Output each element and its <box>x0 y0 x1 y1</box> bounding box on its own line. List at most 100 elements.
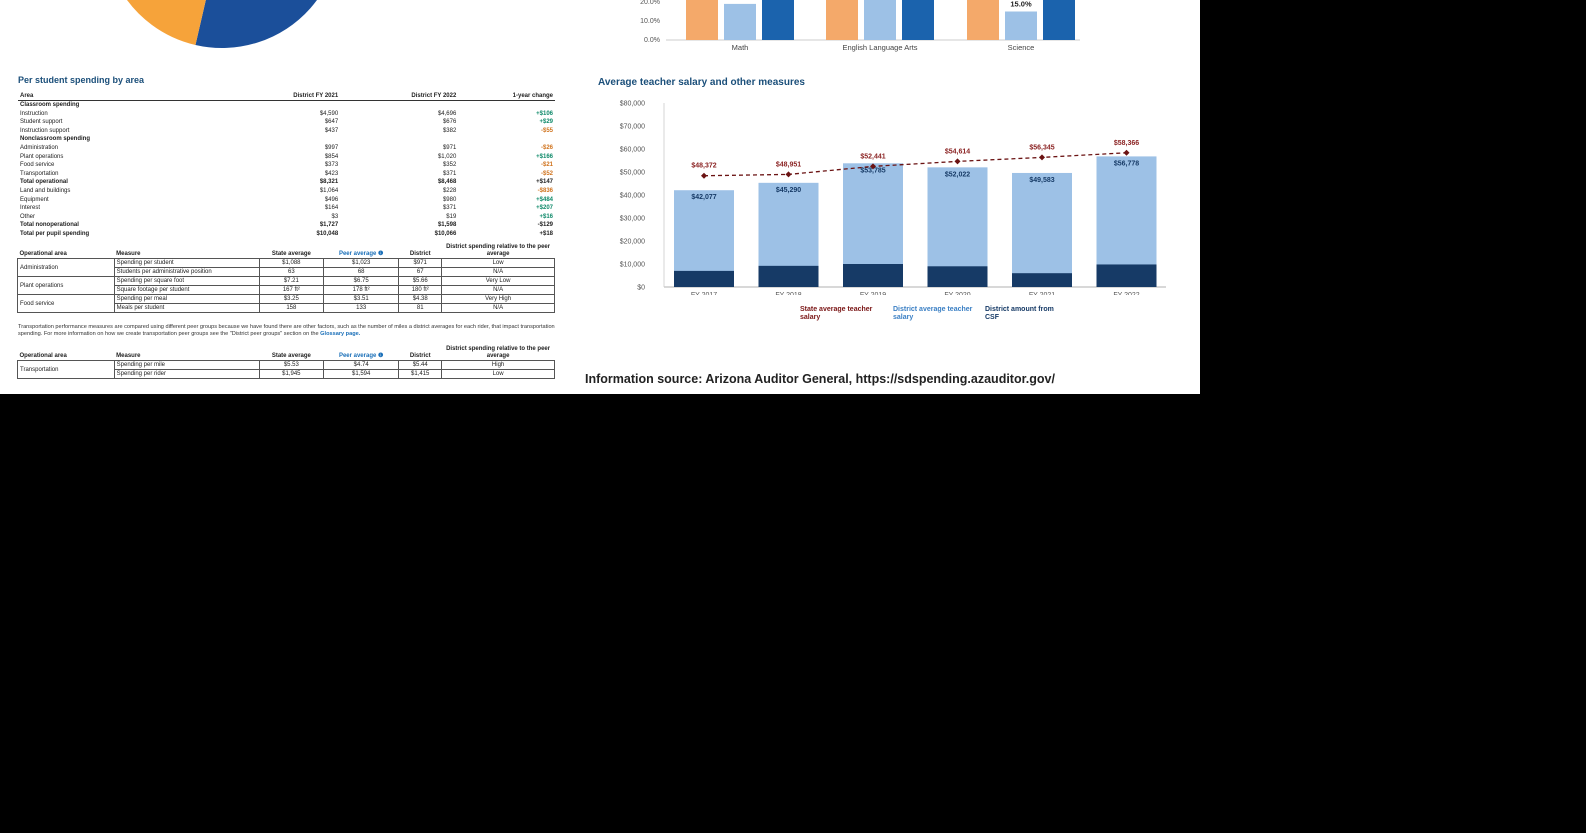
col-header: Operational area <box>19 353 67 359</box>
area-cell: Land and buildings <box>20 187 71 194</box>
change-cell: +$29 <box>539 119 553 126</box>
area-cell: Instruction <box>20 110 48 117</box>
fy22-cell: $382 <box>442 127 457 134</box>
table-row: Land and buildings $1,064 $228 -$836 <box>18 187 555 196</box>
x-tick-label: FY 2017 <box>691 292 717 295</box>
peer-average-cell: 68 <box>323 267 400 277</box>
x-tick-label: FY 2021 <box>1029 292 1055 295</box>
table-row: Administration Spending per student $1,088… <box>17 258 555 277</box>
y-tick-label: 0.0% <box>644 37 660 44</box>
table-row: Meals per student 158 133 81 N/A <box>18 303 555 313</box>
measure-cell: Meals per student <box>113 303 260 313</box>
transportation-note: Transportation performance measures are … <box>18 324 556 338</box>
teacher-salary-chart: $0 $10,000 $20,000 $30,000 $40,000 $50,000 $60… <box>620 101 1166 295</box>
data-label: 15.0% <box>1010 0 1032 9</box>
fy21-cell <box>265 135 340 144</box>
district-cell: 81 <box>398 303 443 313</box>
csf-amount-bar <box>843 264 903 287</box>
state-average-cell: $5.53 <box>258 360 325 370</box>
district-cell: $5.66 <box>398 276 443 286</box>
y-tick-label: 20.0% <box>640 0 660 6</box>
measure-cell: Spending per rider <box>113 369 260 379</box>
state-salary-point <box>954 158 961 165</box>
y-tick-label: $40,000 <box>620 193 645 200</box>
state-salary-label: $48,372 <box>691 163 716 170</box>
relative-cell: Very High <box>441 294 555 304</box>
area-cell: Total nonoperational <box>20 222 79 229</box>
fy21-cell: $3 <box>331 213 339 220</box>
y-tick-label: $60,000 <box>620 147 645 154</box>
area-cell: Total per pupil spending <box>20 230 90 237</box>
measure-cell: Square footage per student <box>113 285 260 295</box>
district-cell: $1,415 <box>398 369 443 379</box>
district-cell: $4.38 <box>398 294 443 304</box>
area-cell: Other <box>20 213 36 220</box>
bar <box>724 3 756 40</box>
table-row: Food service Spending per meal $3.25 $3.51 $… <box>17 294 555 313</box>
state-salary-point <box>870 163 876 170</box>
table-row: Plant operations Spending per square foot… <box>17 276 555 295</box>
csf-amount-bar <box>1012 273 1072 287</box>
fy22-cell: $971 <box>442 144 457 151</box>
fy22-cell: $1,598 <box>437 222 457 229</box>
change-cell <box>458 101 555 110</box>
peer-average-cell: $6.75 <box>323 276 400 286</box>
information-source: Information source: Arizona Auditor Gene… <box>585 372 1055 386</box>
table-row: Transportation $423 $371 -$52 <box>18 170 555 179</box>
fy22-cell: $228 <box>442 187 457 194</box>
state-average-cell: 158 <box>258 303 325 313</box>
transportation-measures-table: Operational area Measure State average Peer… <box>17 346 555 379</box>
relative-cell: Low <box>441 369 555 379</box>
fy22-cell: $10,066 <box>434 230 457 237</box>
relative-cell: N/A <box>441 267 555 277</box>
state-salary-label: $48,951 <box>776 161 801 168</box>
legend-item: State average teacher salary <box>800 306 873 321</box>
state-average-cell: 167 ft² <box>258 285 325 295</box>
change-cell: +$484 <box>536 196 553 203</box>
y-tick-label: $50,000 <box>620 170 645 177</box>
district-salary-label: $53,785 <box>860 167 885 174</box>
relative-cell: High <box>441 360 555 370</box>
fy21-cell: $10,048 <box>316 230 339 237</box>
csf-amount-bar <box>1096 264 1157 287</box>
fy22-cell: $4,696 <box>437 110 457 117</box>
fy22-cell: $19 <box>446 213 457 220</box>
state-salary-line <box>703 152 1127 177</box>
fy22-cell <box>340 135 458 144</box>
relative-cell: N/A <box>441 285 555 295</box>
change-cell: -$21 <box>540 162 553 169</box>
table-row: Food service $373 $352 -$21 <box>18 161 555 170</box>
table-row: Total nonoperational $1,727 $1,598 -$129 <box>18 221 555 230</box>
csf-amount-bar <box>927 266 988 287</box>
area-cell: Classroom spending <box>20 102 80 108</box>
area-cell: Instruction support <box>20 127 70 134</box>
district-salary-label: $45,290 <box>776 187 801 194</box>
fy22-cell: $371 <box>442 170 457 177</box>
bar <box>826 0 858 40</box>
state-average-cell: $7.21 <box>258 276 325 286</box>
change-cell: -$52 <box>540 170 553 177</box>
fy21-cell: $496 <box>324 196 339 203</box>
district-salary-label: $42,077 <box>691 194 716 201</box>
fy21-cell: $423 <box>324 170 339 177</box>
district-cell: $971 <box>398 258 443 268</box>
area-cell: Interest <box>20 205 41 212</box>
district-salary-bar <box>1012 172 1072 287</box>
salary-chart-title: Average teacher salary and other measure… <box>598 77 805 88</box>
fy21-cell: $1,064 <box>319 187 339 194</box>
spending-pie-chart <box>127 0 317 48</box>
change-cell: -$836 <box>537 187 553 194</box>
measure-cell: Spending per square foot <box>113 276 260 286</box>
fy21-cell: $8,321 <box>319 179 339 186</box>
change-cell: +$106 <box>536 110 553 117</box>
glossary-link[interactable]: Glossary page. <box>320 331 361 337</box>
y-tick-label: $30,000 <box>620 216 645 223</box>
table-row: Plant operations $854 $1,020 +$166 <box>18 153 555 162</box>
measure-cell: Spending per meal <box>113 294 260 304</box>
measure-cell: Spending per mile <box>113 360 260 370</box>
table-row: Transportation Spending per mile $5.53 $4.7… <box>17 360 555 379</box>
area-cell: Student support <box>20 119 63 126</box>
district-salary-label: $49,583 <box>1029 177 1054 184</box>
state-average-cell: $1,945 <box>258 369 325 379</box>
y-tick-label: $0 <box>637 285 645 292</box>
